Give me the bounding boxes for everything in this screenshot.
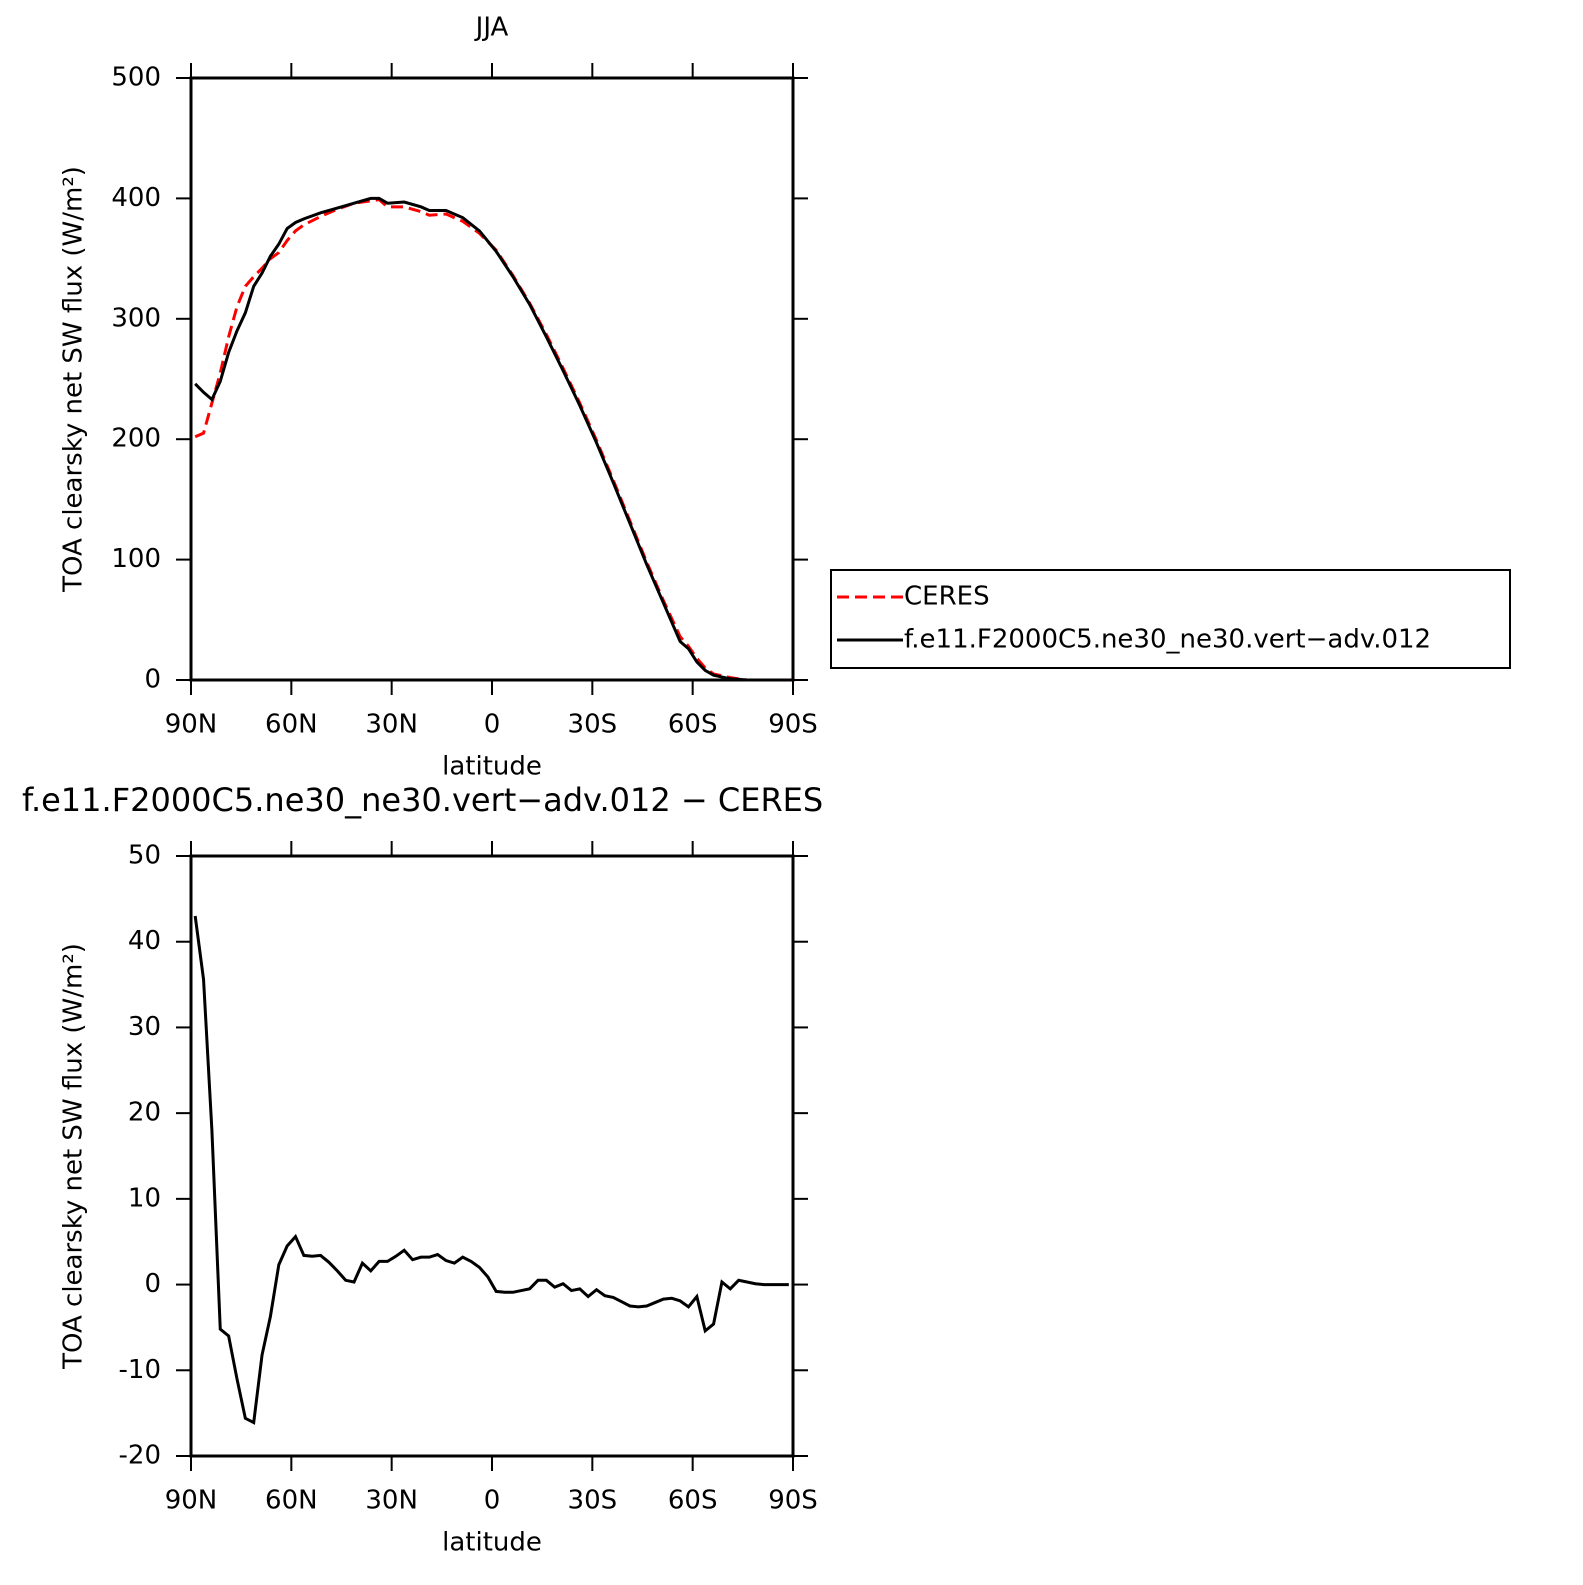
y-tick-label: -10 <box>119 1355 161 1385</box>
y-tick-label: 50 <box>128 841 161 871</box>
x-tick-label: 30N <box>365 1486 418 1516</box>
x-tick-label: 60N <box>265 1486 318 1516</box>
y-tick-label: 40 <box>128 926 161 956</box>
y-tick-label: 20 <box>128 1098 161 1128</box>
x-axis-label: latitude <box>442 752 542 782</box>
x-tick-label: 60N <box>265 710 318 740</box>
x-tick-label: 60S <box>668 1486 718 1516</box>
x-tick-label: 30N <box>365 710 418 740</box>
legend-box <box>830 569 1511 669</box>
y-tick-label: 10 <box>128 1183 161 1213</box>
y-tick-label: 300 <box>111 303 161 333</box>
x-tick-label: 60S <box>668 710 718 740</box>
legend-label: CERES <box>904 582 990 612</box>
x-axis-label: latitude <box>442 1528 542 1558</box>
x-tick-label: 90N <box>165 1486 218 1516</box>
x-tick-label: 30S <box>568 1486 618 1516</box>
series-line <box>193 915 789 1425</box>
y-axis-label: TOA clearsky net SW flux (W/m²) <box>59 166 89 593</box>
y-tick-label: 100 <box>111 544 161 574</box>
plot-frame <box>189 76 795 682</box>
x-tick-label: 0 <box>484 710 501 740</box>
x-tick-label: 0 <box>484 1486 501 1516</box>
y-tick-label: -20 <box>119 1441 161 1471</box>
y-tick-label: 30 <box>128 1012 161 1042</box>
chart-title: f.e11.F2000C5.ne30_ne30.vert−adv.012 − C… <box>22 781 823 819</box>
x-tick-label: 30S <box>568 710 618 740</box>
y-tick-label: 500 <box>111 63 161 93</box>
legend-label: f.e11.F2000C5.ne30_ne30.vert−adv.012 <box>904 625 1431 655</box>
series-line <box>194 196 789 682</box>
y-axis-label: TOA clearsky net SW flux (W/m²) <box>59 943 89 1370</box>
y-tick-label: 0 <box>144 1269 161 1299</box>
x-tick-label: 90S <box>768 710 818 740</box>
y-tick-label: 200 <box>111 424 161 454</box>
plot-frame <box>189 854 795 1458</box>
x-tick-label: 90S <box>768 1486 818 1516</box>
x-tick-label: 90N <box>165 710 218 740</box>
series-line <box>194 198 789 682</box>
y-tick-label: 0 <box>144 665 161 695</box>
chart-title: JJA <box>474 13 509 43</box>
y-tick-label: 400 <box>111 183 161 213</box>
